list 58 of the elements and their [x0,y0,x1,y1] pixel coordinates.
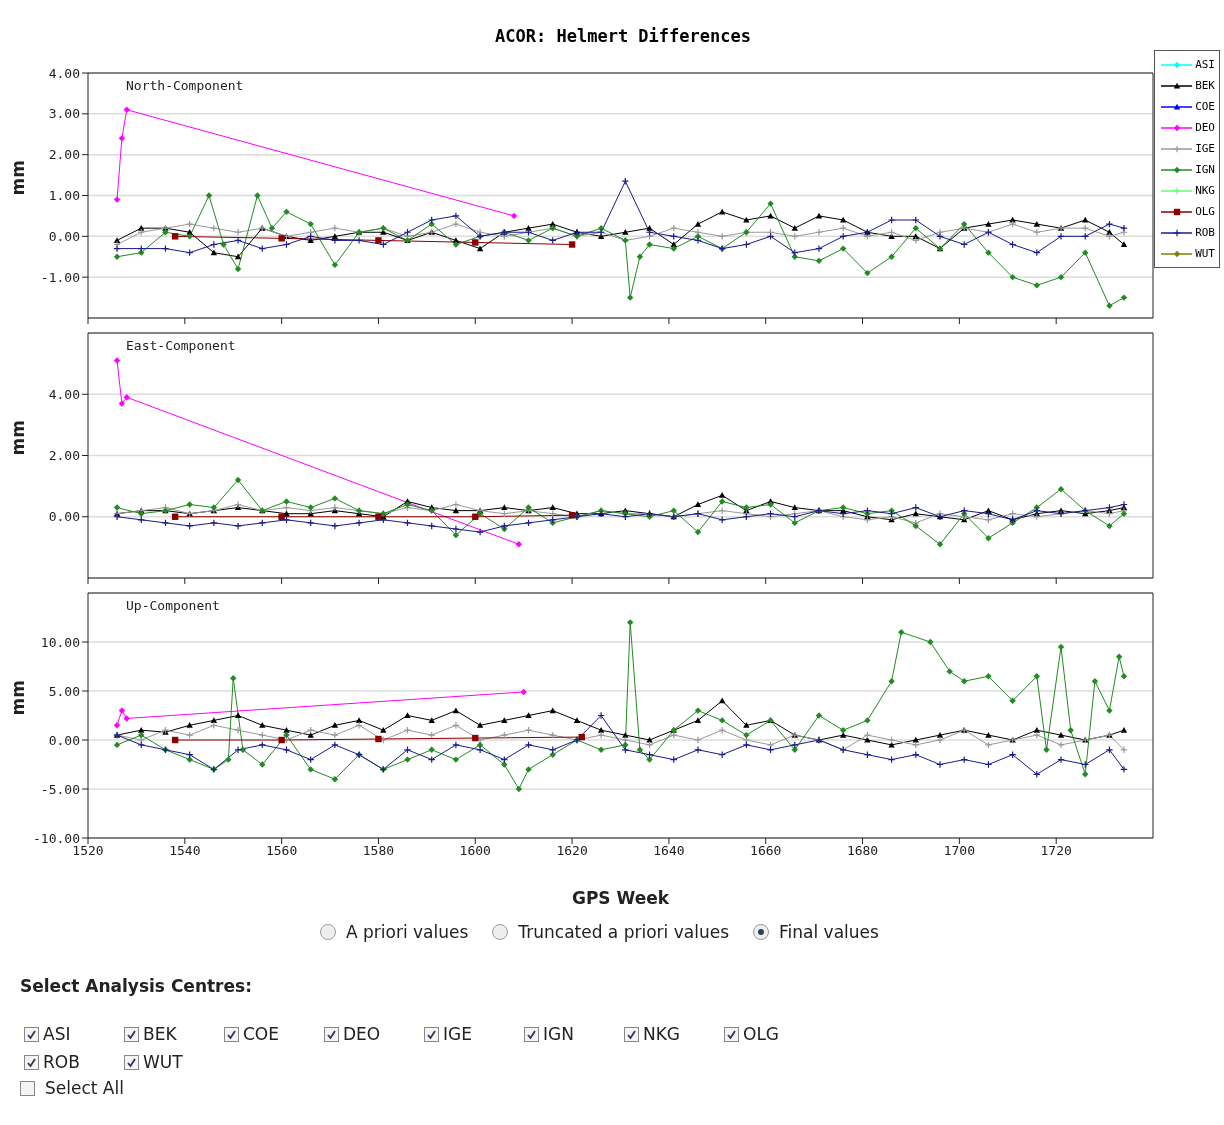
text: A priori values [346,922,469,942]
annotation: East-Component [126,338,236,353]
legend-label: NKG [1195,184,1215,197]
x-tick-label: 1640 [653,843,685,859]
y-axis-title: mm [8,160,29,196]
category-label: IGN [542,1024,575,1044]
legend-label: ROB [1195,226,1215,239]
legend-label: IGN [1195,163,1215,176]
x-tick-label: 1660 [750,843,782,859]
legend-label: IGE [1195,142,1215,155]
category-label: ASI [42,1024,72,1044]
y-axis-title: mm [8,420,29,456]
annotation: North-Component [126,78,244,93]
category-label: ROB [42,1052,81,1072]
x-tick-label: 1680 [846,843,879,859]
chart-title: ACOR: Helmert Differences [494,25,752,48]
y-tick-label: 1.00 [48,188,80,204]
text: Select Analysis Centres: [19,976,253,996]
y-tick-label: -1.00 [40,269,80,285]
y-axis-title: mm [8,680,29,716]
y-tick-label: -10.00 [33,830,80,846]
y-tick-label: 0.00 [48,732,80,748]
category-label: COE [242,1024,280,1044]
y-tick-label: 5.00 [48,683,80,699]
y-tick-label: 10.00 [40,634,80,650]
legend-label: OLG [1195,205,1215,218]
x-tick-label: 1700 [943,843,976,859]
legend-label: WUT [1195,247,1215,260]
y-tick-label: -5.00 [40,781,80,797]
y-tick-label: 4.00 [48,65,80,81]
y-tick-label: 0.00 [48,228,80,244]
legend-label: DEO [1195,121,1215,134]
category-label: Select All [45,1078,124,1098]
y-tick-label: 4.00 [48,386,80,402]
text: Truncated a priori values [518,922,729,942]
legend-label: ASI [1195,58,1215,71]
category-label: BEK [142,1024,178,1044]
legend-label: COE [1195,100,1215,113]
category-label: IGE [442,1024,473,1044]
y-tick-label: 3.00 [48,106,80,122]
category-label: NKG [642,1024,682,1044]
y-tick-label: 2.00 [48,448,80,464]
x-tick-label: 1560 [265,843,298,859]
annotation: Up-Component [126,598,220,613]
x-axis-title: GPS Week [571,888,670,908]
x-tick-label: 1720 [1040,843,1072,859]
x-tick-label: 1620 [556,843,588,859]
text: Final values [779,922,879,942]
x-tick-label: 1580 [362,843,395,859]
category-label: DEO [342,1024,382,1044]
y-tick-label: 0.00 [48,509,80,525]
x-tick-label: 1600 [459,843,491,859]
category-label: WUT [142,1052,184,1072]
legend-label: BEK [1195,79,1215,92]
x-tick-label: 1520 [72,843,104,859]
y-tick-label: 2.00 [48,147,80,163]
x-tick-label: 1540 [169,843,201,859]
category-label: OLG [742,1024,781,1044]
